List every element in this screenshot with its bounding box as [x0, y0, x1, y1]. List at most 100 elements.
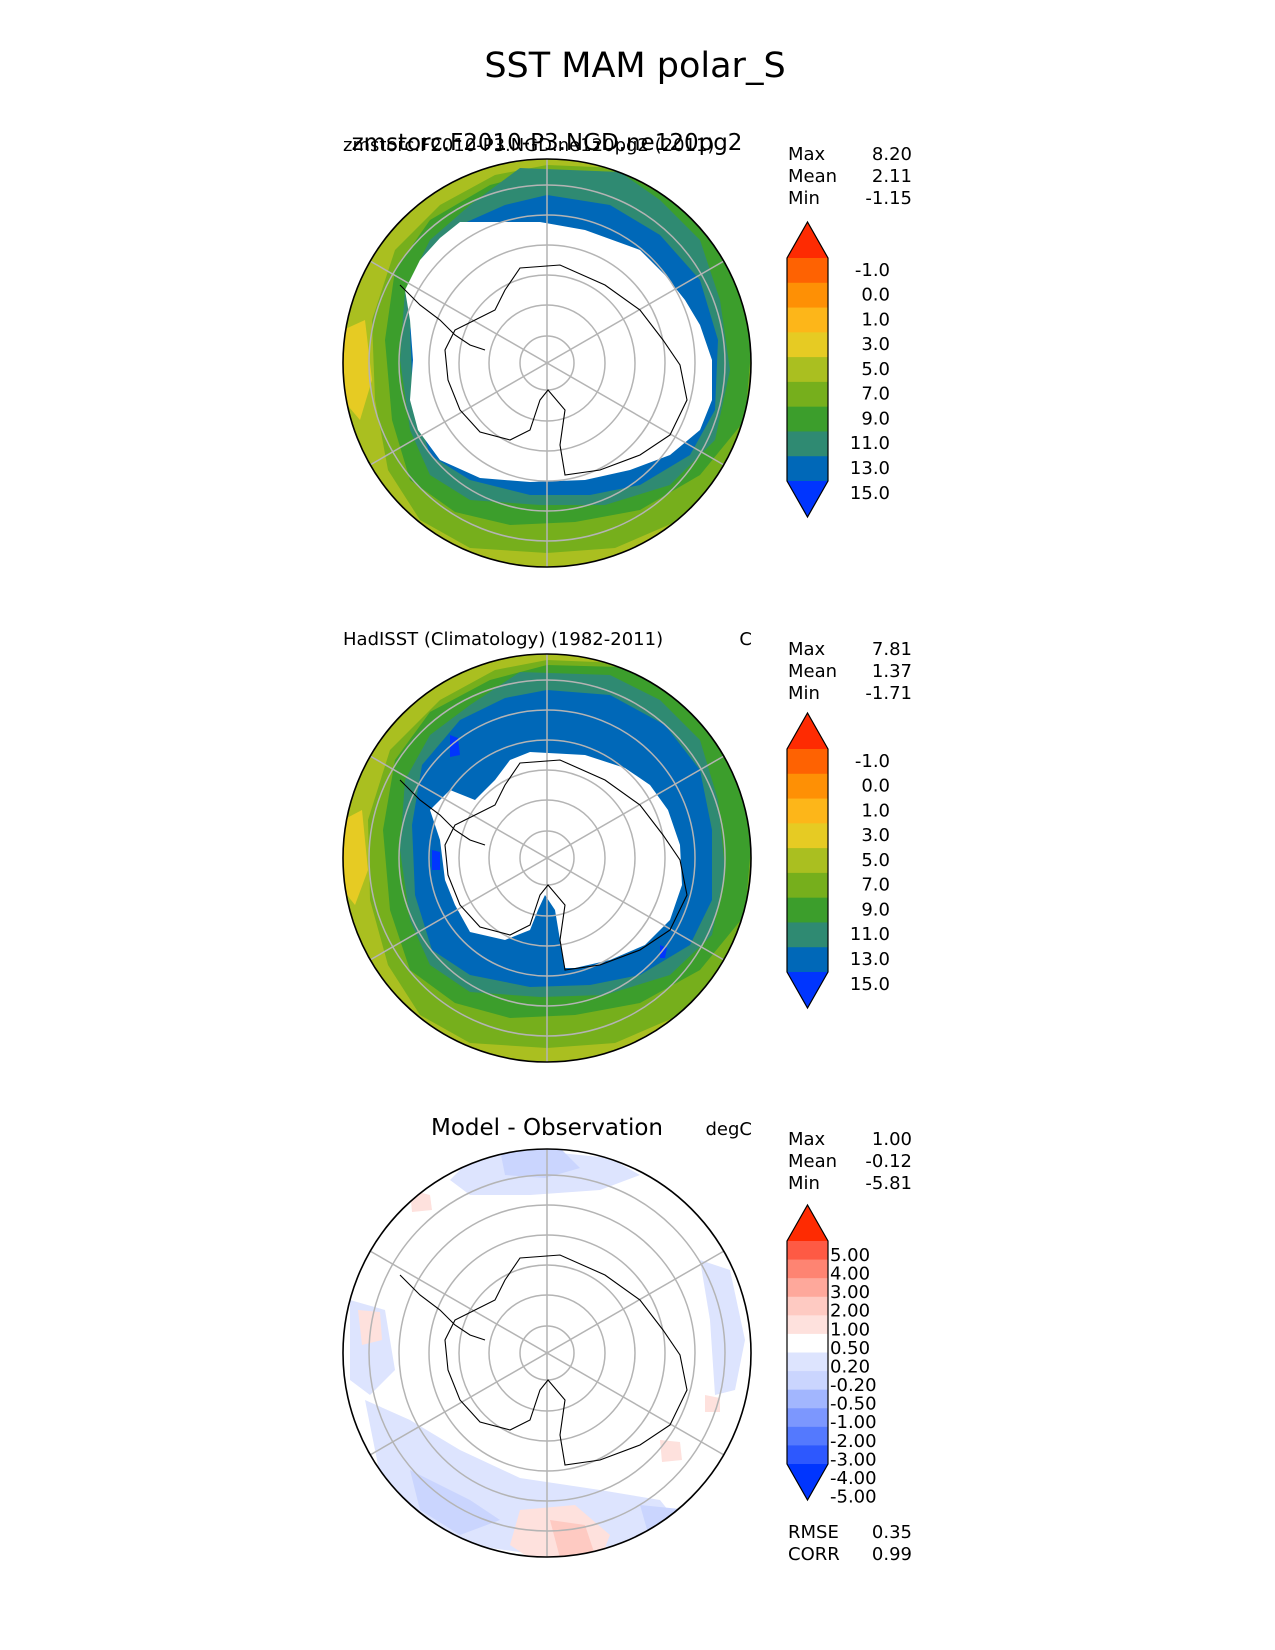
- colorbar-tick-label: 2.00: [830, 1301, 870, 1322]
- diff-anomaly-negative: [410, 1470, 500, 1535]
- metric-value: 0.35: [872, 1522, 912, 1543]
- colorbar-tick-label: -3.00: [830, 1449, 877, 1470]
- stats-observation: Max 7.81 Mean 1.37 Min -1.71: [788, 639, 912, 704]
- colorbar-segment: [787, 1315, 828, 1335]
- colorbar-tick-label: 0.0: [861, 285, 890, 306]
- colorbar-tick-label: 0.20: [830, 1356, 870, 1377]
- colorbar-segment: [787, 1445, 828, 1465]
- colorbar-segment: [787, 1408, 828, 1428]
- colorbar-segment: [787, 1259, 828, 1279]
- graticule-difference: [368, 1149, 726, 1557]
- stat-value: 8.20: [872, 144, 912, 165]
- colorbar-segment: [787, 872, 828, 899]
- colorbar-segment: [787, 1352, 828, 1372]
- colorbar-segment: [787, 406, 828, 433]
- colorbar-tick-label: 0.50: [830, 1338, 870, 1359]
- diff-anomaly-positive: [660, 1440, 682, 1462]
- diff-anomaly-positive: [358, 1310, 382, 1345]
- colorbar-segment: [787, 258, 828, 284]
- colorbar-segment: [787, 357, 828, 383]
- panel-diff-units: degC: [706, 1119, 753, 1140]
- panel-difference: Model - Observation degC: [342, 1115, 912, 1565]
- colorbar-observation: -1.0 0.0 1.0 3.0 5.0 7.0 9.0 11.0 13.0 15.0: [786, 711, 890, 1010]
- colorbar-segment: [787, 848, 828, 874]
- colorbar-tick-label: -4.00: [830, 1468, 877, 1489]
- stat-value: 2.11: [872, 166, 912, 187]
- panel-model-title: zmstorc.F2010-P3.NGD.ne120pg2: [352, 130, 743, 156]
- colorbar-tick-label: -5.00: [830, 1487, 877, 1508]
- colorbar-segment: [787, 823, 828, 849]
- stat-label: Max: [788, 639, 826, 660]
- colorbar-tick-label: 9.0: [861, 408, 890, 429]
- colorbar-tick-label: 1.0: [861, 800, 890, 821]
- metrics-difference: RMSE 0.35 CORR 0.99: [788, 1522, 912, 1565]
- graticule-model: [368, 159, 726, 567]
- colorbar-tick-label: 13.0: [850, 949, 890, 970]
- metric-label: CORR: [788, 1544, 840, 1565]
- diff-anomaly-negative: [640, 1505, 700, 1540]
- colorbar-extend-max: [787, 713, 828, 749]
- stat-label: Max: [788, 1129, 826, 1150]
- colorbar-segment: [787, 332, 828, 358]
- colorbar-extend-max: [787, 1205, 828, 1241]
- colorbar-tick-label: 0.0: [861, 776, 890, 797]
- peninsula-difference: [399, 1274, 486, 1341]
- sst-band-subtropical: [343, 320, 372, 420]
- colorbar-segment: [787, 1371, 828, 1391]
- colorbar-extend-max: [787, 222, 828, 258]
- panel-obs-subtitle: HadISST (Climatology) (1982-2011): [343, 629, 663, 650]
- stat-value: 1.37: [872, 661, 912, 682]
- colorbar-tick-label: -1.0: [855, 260, 890, 281]
- colorbar-segment: [787, 947, 828, 973]
- colorbar-tick-label: 15.0: [850, 483, 890, 504]
- colorbar-tick-label: 7.0: [861, 384, 890, 405]
- colorbar-tick-label: 5.0: [861, 850, 890, 871]
- sea-ice-mask: [405, 222, 712, 482]
- colorbar-outline: [786, 220, 829, 519]
- stat-label: Max: [788, 144, 826, 165]
- colorbar-extend-min: [787, 1464, 828, 1500]
- stats-model: Max 8.20 Mean 2.11 Min -1.15: [788, 144, 912, 209]
- colorbar-tick-label: -1.0: [855, 751, 890, 772]
- stat-label: Mean: [788, 661, 837, 682]
- colorbar-segment: [787, 1278, 828, 1298]
- colorbar-tick-label: -0.50: [830, 1394, 877, 1415]
- colorbar-model: -1.0 0.0 1.0 3.0 5.0 7.0 9.0 11.0 13.0 15.0: [786, 220, 890, 519]
- diff-anomaly-negative: [500, 1149, 580, 1178]
- colorbar-difference: 5.004.003.002.001.000.500.20-0.20-0.50-1…: [786, 1203, 877, 1508]
- metric-value: 0.99: [872, 1544, 912, 1565]
- stat-label: Min: [788, 188, 820, 209]
- colorbar-tick-label: 5.0: [861, 359, 890, 380]
- stat-label: Mean: [788, 166, 837, 187]
- colorbar-segment: [787, 1333, 828, 1354]
- peninsula-observation: [399, 779, 486, 846]
- colorbar-tick-label: 11.0: [850, 924, 890, 945]
- colorbar-segment: [787, 456, 828, 482]
- colorbar-tick-label: 13.0: [850, 458, 890, 479]
- colorbar-segment: [787, 773, 828, 800]
- stat-value: -1.15: [865, 188, 912, 209]
- sea-ice-speck: [660, 945, 667, 958]
- colorbar-segment: [787, 1426, 828, 1447]
- sea-ice-speck: [432, 850, 440, 870]
- stat-value: 1.00: [872, 1129, 912, 1150]
- colorbar-tick-label: -0.20: [830, 1375, 877, 1396]
- colorbar-segment: [787, 1241, 828, 1261]
- colorbar-segment: [787, 431, 828, 457]
- stats-difference: Max 1.00 Mean -0.12 Min -5.81: [788, 1129, 912, 1194]
- map-border-model: [342, 158, 752, 568]
- stat-label: Min: [788, 1173, 820, 1194]
- map-border-difference: [342, 1148, 752, 1558]
- colorbar-tick-label: 11.0: [850, 433, 890, 454]
- colorbar-segment: [787, 798, 828, 824]
- graticule-observation: [368, 654, 726, 1062]
- colorbar-segment: [787, 381, 828, 408]
- stat-value: -0.12: [865, 1151, 912, 1172]
- panel-observation: HadISST (Climatology) (1982-2011) C: [342, 629, 912, 1063]
- colorbar-segment: [787, 1389, 828, 1409]
- metric-label: RMSE: [788, 1522, 839, 1543]
- colorbar-tick-label: 15.0: [850, 974, 890, 995]
- stat-value: -5.81: [865, 1173, 912, 1194]
- colorbar-tick-label: 3.0: [861, 825, 890, 846]
- colorbar-tick-label: 4.00: [830, 1264, 870, 1285]
